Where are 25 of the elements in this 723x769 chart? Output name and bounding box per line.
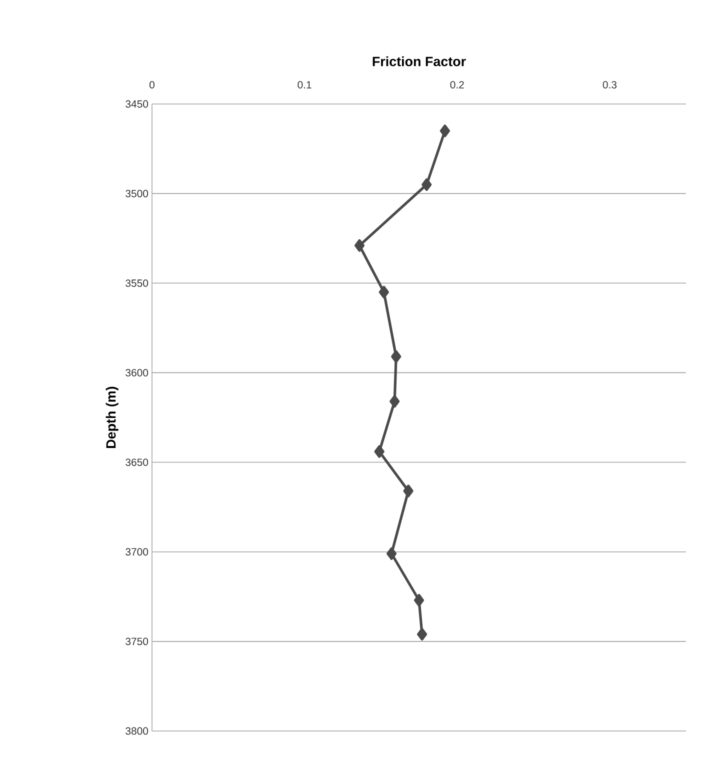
- x-tick-label: 0: [149, 81, 154, 88]
- point: [391, 350, 402, 363]
- point: [422, 178, 432, 191]
- point: [390, 395, 400, 408]
- x-tick-label: 0.3: [602, 81, 617, 88]
- y-tick-label: 3800: [126, 727, 148, 735]
- x-tick-label: 0.1: [298, 81, 312, 88]
- point: [378, 286, 389, 298]
- point: [354, 239, 365, 252]
- point: [417, 628, 428, 641]
- y-tick-label: 3650: [126, 458, 148, 466]
- point: [374, 445, 384, 458]
- point: [386, 547, 397, 560]
- y-tick-label: 3600: [126, 369, 148, 376]
- y-tick-label: 3700: [126, 548, 148, 556]
- point: [403, 484, 414, 498]
- x-axis-title: Friction Factor: [372, 56, 466, 66]
- y-axis-title: Depth (m): [106, 386, 118, 448]
- point: [440, 124, 450, 138]
- x-tick-label: 0.2: [450, 81, 464, 88]
- y-tick-label: 3750: [126, 638, 148, 646]
- y-tick-label: 3500: [126, 190, 148, 198]
- y-tick-label: 3450: [126, 100, 148, 108]
- y-tick-label: 3550: [126, 279, 148, 287]
- point: [414, 594, 424, 607]
